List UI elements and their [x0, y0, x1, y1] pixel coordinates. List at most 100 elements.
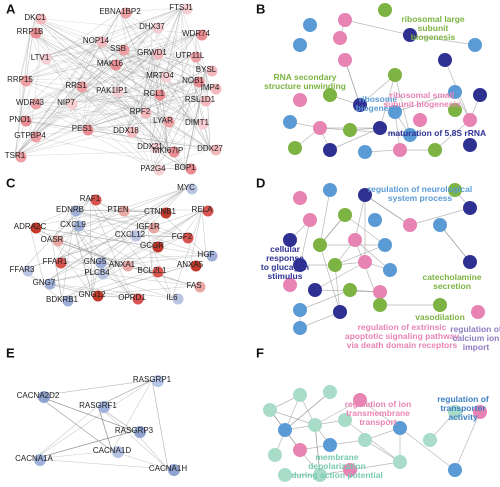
edge: [319, 189, 331, 246]
edge: [19, 31, 31, 81]
term-node: [293, 303, 307, 317]
panel: CACNA2D2 RASGRP1 RASGRF1 RASGRP3 CACNA1D CACN…: [6, 345, 187, 476]
gene-label: CACNA1H: [149, 464, 187, 473]
gene-label: UTP11L: [176, 51, 205, 60]
term-node: [313, 468, 327, 482]
gene-node: [90, 194, 102, 206]
edge: [205, 69, 211, 150]
gene-node: [44, 278, 56, 290]
gene-label: DDX27: [197, 144, 223, 153]
edge: [29, 55, 191, 104]
edge: [19, 52, 153, 81]
edge: [152, 148, 211, 170]
gene-label: RSL1D1: [185, 95, 216, 104]
term-node: [323, 385, 337, 399]
edge: [61, 209, 203, 301]
edge: [111, 52, 153, 92]
term-node: [308, 418, 322, 432]
edge: [147, 187, 187, 228]
edge: [14, 17, 36, 157]
edge: [14, 69, 207, 157]
gene-label: OPRD1: [118, 293, 146, 302]
edge: [454, 411, 481, 471]
gene-label: RRP15: [7, 75, 33, 84]
edge: [125, 52, 153, 132]
edge: [65, 48, 119, 104]
edge: [159, 75, 169, 152]
edge: [95, 40, 194, 82]
term-node: [388, 68, 402, 82]
gene-node: [194, 281, 206, 293]
edge: [439, 224, 471, 263]
edge: [34, 17, 197, 35]
term-node: [278, 423, 292, 437]
gene-node: [82, 124, 94, 136]
gene-node: [20, 75, 32, 87]
gene-node: [22, 265, 34, 277]
edge: [19, 52, 153, 81]
term-node: [323, 183, 337, 197]
edge: [19, 99, 201, 121]
edge: [14, 102, 31, 157]
edge: [111, 80, 194, 92]
term-line: biogenesis: [356, 103, 401, 113]
edge: [111, 52, 153, 92]
gene-node: [92, 290, 104, 302]
gene-label: DKC1: [24, 13, 46, 22]
edge: [117, 48, 201, 101]
edge: [34, 17, 194, 82]
panel: regulation of neurological system process…: [256, 175, 500, 352]
term-node: [303, 18, 317, 32]
edge: [39, 48, 119, 59]
edge: [65, 80, 194, 104]
panel-label: B: [256, 1, 265, 16]
edge: [95, 40, 161, 77]
edge: [364, 194, 411, 226]
edge: [162, 87, 211, 122]
edge: [14, 135, 31, 157]
gene-node: [112, 86, 124, 98]
term-line: transmembrane: [346, 408, 410, 418]
term-label: ribosomal small subunit biogenesis: [383, 90, 461, 109]
edge: [334, 244, 386, 266]
edge: [153, 69, 207, 95]
edge: [180, 7, 211, 89]
edge: [139, 80, 194, 113]
panel-label: E: [6, 345, 15, 360]
edge: [153, 93, 169, 152]
term-node: [358, 433, 372, 447]
edge: [19, 90, 113, 121]
edge: [33, 458, 169, 470]
gene-node: [118, 205, 130, 217]
edge: [61, 270, 153, 301]
edge: [29, 11, 121, 137]
edge: [162, 87, 211, 122]
gene-label: IL6: [166, 293, 178, 302]
edge: [162, 7, 182, 122]
gene-label: IMP4: [201, 83, 220, 92]
edge: [14, 120, 164, 157]
edge: [89, 198, 133, 299]
term-node: [338, 413, 352, 427]
edge: [81, 128, 211, 150]
gene-node: [52, 235, 64, 247]
edge: [109, 63, 211, 89]
term-node: [448, 463, 462, 477]
term-line: membrane: [316, 452, 359, 462]
edge: [43, 264, 123, 284]
term-node: [463, 255, 477, 269]
edge: [19, 119, 211, 150]
gene-label: IGF1R: [136, 222, 160, 231]
gene-label: DDX18: [113, 126, 139, 135]
edge: [54, 187, 187, 263]
edge: [54, 198, 91, 263]
edge: [43, 187, 187, 284]
edge: [111, 52, 153, 92]
edge: [111, 90, 169, 152]
edge: [184, 99, 201, 169]
term-node: [423, 433, 437, 447]
edge: [125, 7, 182, 132]
edge: [117, 187, 187, 211]
gene-label: GCGR: [140, 241, 164, 250]
gene-label: MKI67IP: [153, 146, 184, 155]
